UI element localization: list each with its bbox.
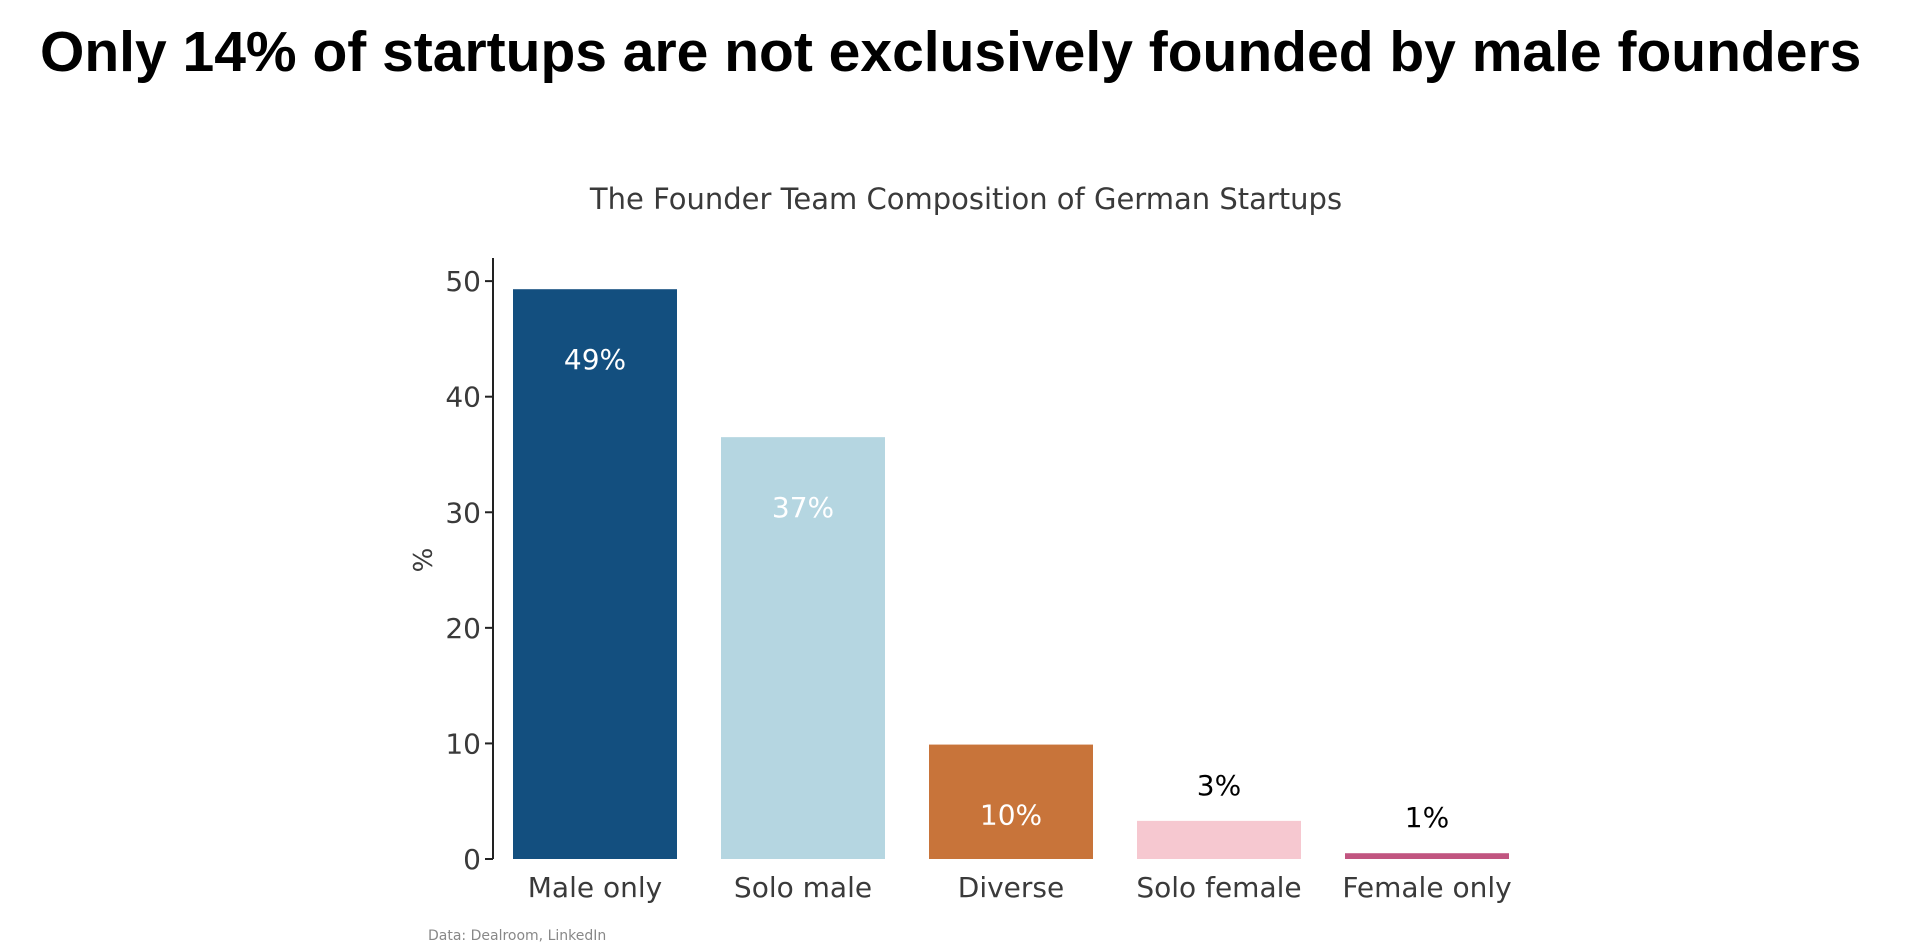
chart-title: The Founder Team Composition of German S… — [589, 182, 1342, 216]
x-category-label: Diverse — [958, 871, 1064, 904]
x-category-label: Solo male — [734, 871, 872, 904]
page-headline: Only 14% of startups are not exclusively… — [40, 20, 1862, 84]
x-category-label: Solo female — [1136, 871, 1301, 904]
category-labels: Male only Solo male Diverse Solo female Fema… — [528, 871, 1512, 904]
x-category-label: Female only — [1342, 871, 1511, 904]
y-tick-label: 0 — [463, 843, 481, 876]
bar-solo-female — [1137, 820, 1301, 859]
y-tick-label: 20 — [445, 612, 481, 645]
data-label: 1% — [1405, 801, 1449, 834]
data-label: 49% — [564, 343, 626, 376]
data-label: 10% — [980, 799, 1042, 832]
bar-solo-male — [721, 437, 885, 859]
bars — [513, 289, 1509, 859]
y-tick-label: 40 — [445, 381, 481, 414]
x-category-label: Male only — [528, 871, 662, 904]
bar-male-only — [513, 289, 677, 859]
y-axis-label: % — [409, 548, 439, 573]
y-tick-label: 50 — [445, 265, 481, 298]
data-labels: 49% 37% 10% 3% 1% — [564, 343, 1449, 834]
bar-diverse — [929, 744, 1093, 859]
y-tick-label: 30 — [445, 496, 481, 529]
y-tick-label: 10 — [445, 727, 481, 760]
data-label: 3% — [1197, 769, 1241, 802]
bar-female-only — [1345, 853, 1509, 859]
data-label: 37% — [772, 491, 834, 524]
y-axis-ticks: 0 10 20 30 40 50 — [445, 265, 493, 876]
source-note: Data: Dealroom, LinkedIn — [428, 928, 606, 944]
